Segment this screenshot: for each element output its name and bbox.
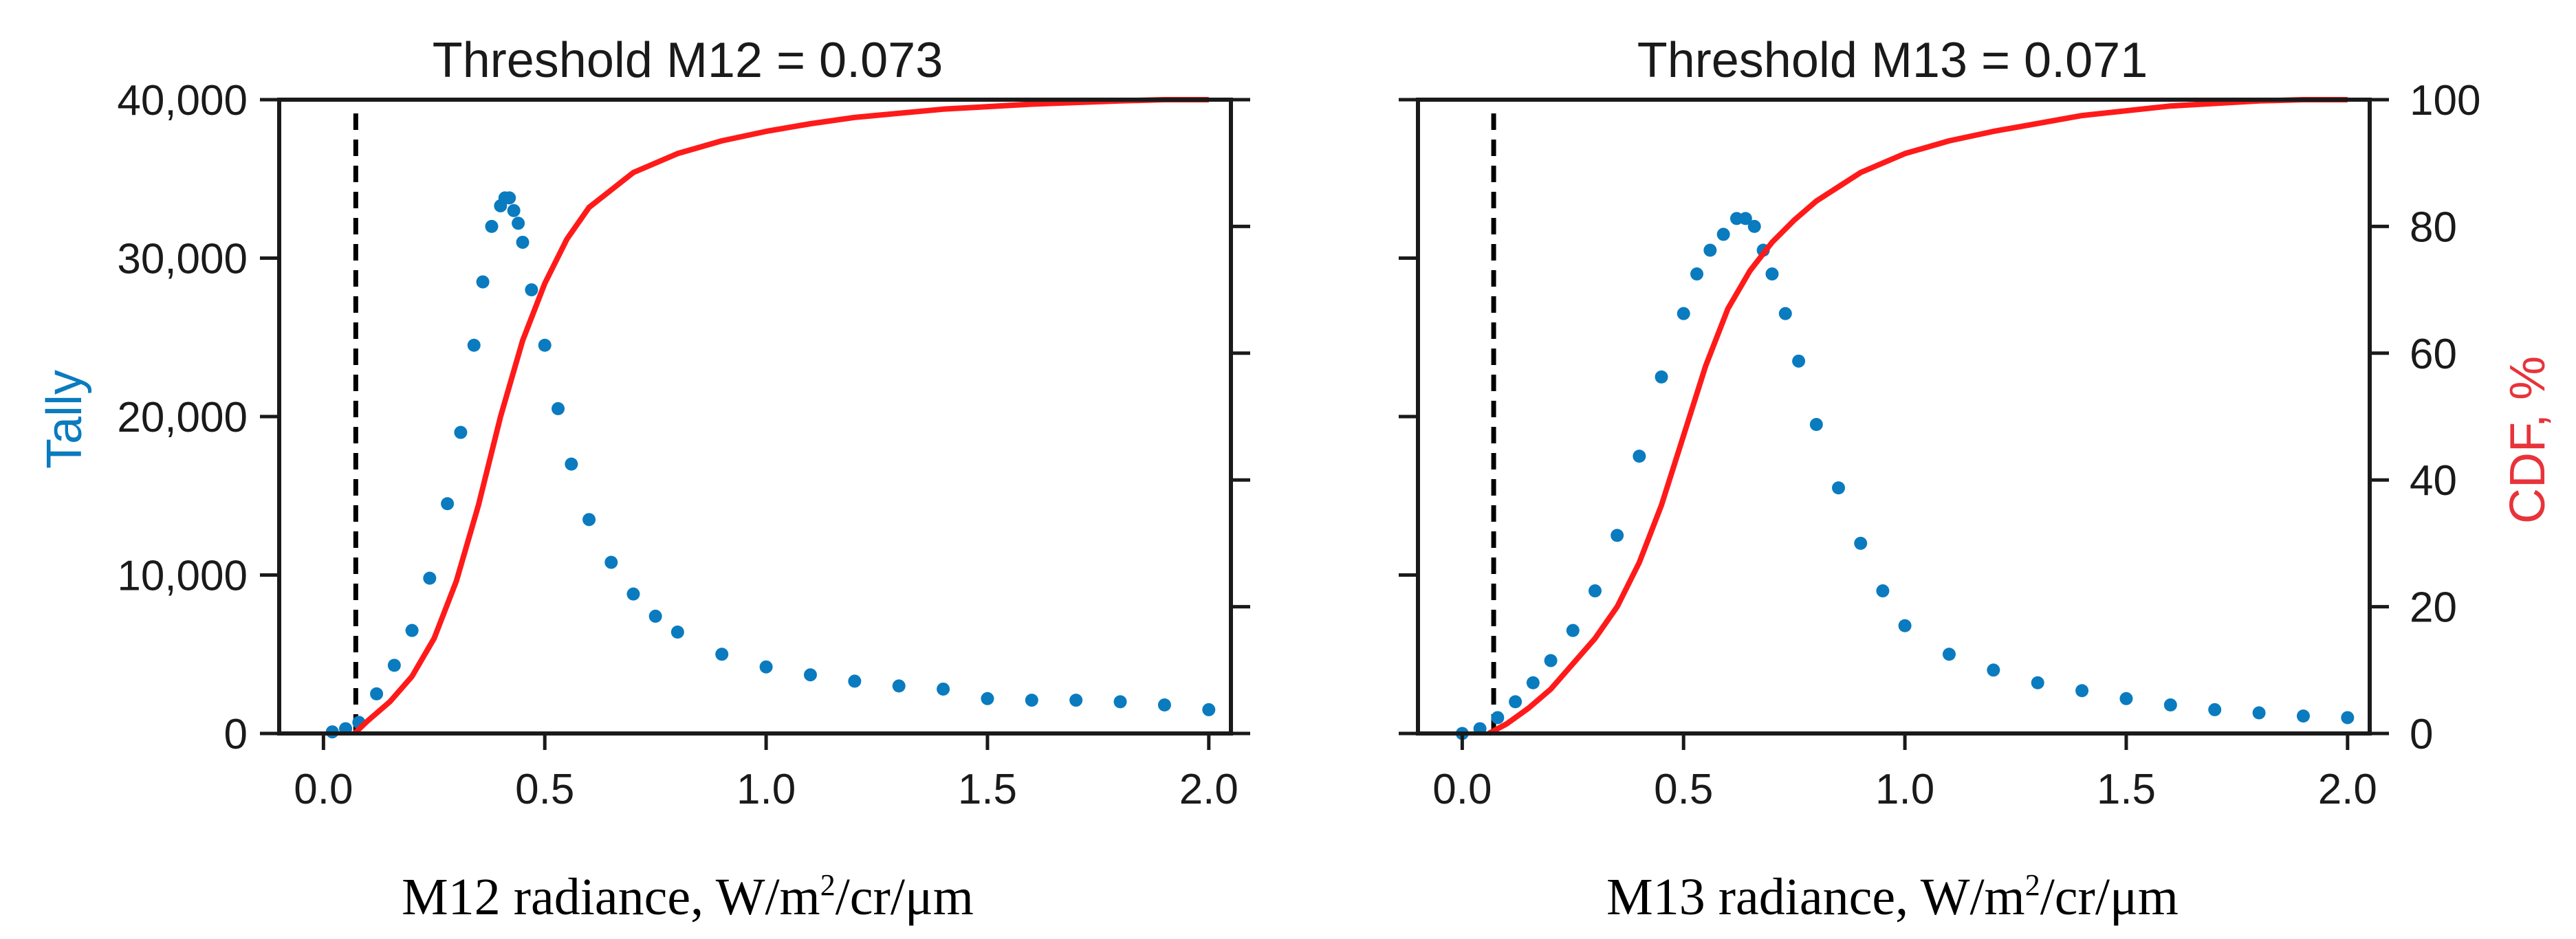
m13-tally-point (1716, 228, 1730, 241)
m12-chart-title: Threshold M12 = 0.073 (433, 33, 943, 88)
m13-tally-point (1747, 219, 1761, 233)
m13-y2-tick-label: 80 (2410, 203, 2457, 251)
m13-x-tick-label: 2.0 (2318, 766, 2377, 813)
m12-tally-point (370, 687, 384, 700)
m12-tally-point (405, 623, 419, 637)
m13-tally-point (1703, 243, 1717, 257)
m12-tally-point (937, 682, 950, 696)
m13-y2-tick-label: 60 (2410, 331, 2457, 378)
m12-tally-point (467, 338, 481, 352)
m13-x-axis-label: M13 radiance, W/m2/cr/μm (1606, 868, 2179, 926)
m12-tally-point (441, 497, 455, 511)
m12-cdf-line (352, 97, 1209, 736)
m13-tally-point (2119, 692, 2133, 705)
m13-tally-point (1690, 267, 1704, 281)
m13-panel: Threshold M13 = 0.071 CDF, % M13 radianc… (1399, 33, 2555, 926)
m12-tally-point (485, 219, 499, 233)
m12-tally-point (565, 457, 578, 471)
m12-tally-point (516, 235, 530, 249)
m12-tally-point (387, 659, 401, 672)
m12-tally-point (582, 513, 596, 527)
m13-tally-point (1898, 619, 1912, 632)
m13-tally-point (1509, 695, 1522, 709)
m13-tally-point (1832, 481, 1846, 495)
m12-y-tick-label: 20,000 (117, 394, 248, 441)
m13-tally-point (1526, 676, 1540, 689)
m13-x-tick-label: 1.5 (2097, 766, 2156, 813)
m12-tally-point (538, 338, 552, 352)
m12-tally-point (626, 587, 640, 601)
m13-tally-point (2075, 684, 2089, 698)
m12-y-tick-label: 40,000 (117, 77, 248, 124)
m12-tally-point (423, 571, 437, 585)
m12-tally-point (803, 668, 817, 682)
m13-tally-point (2341, 711, 2355, 725)
m12-x-tick-label: 0.0 (294, 766, 353, 813)
m13-tally-point (1942, 648, 1956, 661)
m13-x-tick-label: 0.0 (1432, 766, 1492, 813)
m12-tally-point (1202, 703, 1216, 716)
m12-tally-point (454, 426, 468, 439)
m13-tally-point (2163, 698, 2177, 712)
m13-tally-point (1544, 654, 1558, 667)
m12-tally-point (759, 660, 773, 674)
m12-tally-point (507, 203, 521, 217)
m13-tally-point (1876, 584, 1890, 598)
m12-tally-point (1069, 694, 1083, 707)
m12-y-tick-label: 30,000 (117, 236, 248, 283)
m13-tally-point (1765, 267, 1779, 281)
m13-tally-point (1778, 307, 1792, 320)
m12-tally-point (552, 401, 565, 415)
m12-x-tick-label: 2.0 (1179, 766, 1238, 813)
m13-tally-point (1566, 623, 1580, 637)
m12-tally-point (848, 674, 862, 688)
m13-tally-point (1655, 370, 1668, 384)
m13-y2-tick-label: 0 (2410, 711, 2433, 758)
m12-tally-point (503, 191, 516, 205)
m12-tally-point (512, 217, 525, 230)
m12-tally-point (670, 625, 684, 639)
m12-tally-point (981, 692, 994, 705)
m12-x-tick-label: 1.0 (736, 766, 796, 813)
m12-x-axis-label: M12 radiance, W/m2/cr/μm (402, 868, 974, 926)
m13-cdf-line (1487, 97, 2348, 736)
m12-y-tick-label: 0 (224, 711, 248, 758)
m13-tally-point (1738, 212, 1752, 225)
m13-tally-point (2031, 676, 2044, 689)
m13-tally-point (2252, 706, 2266, 720)
m12-tally-point (1157, 698, 1171, 712)
m13-x-tick-label: 0.5 (1654, 766, 1713, 813)
m13-tally-point (2208, 703, 2222, 716)
m13-y2-tick-label: 100 (2410, 77, 2480, 124)
m13-chart-title: Threshold M13 = 0.071 (1637, 33, 2148, 88)
m12-tally-point (476, 275, 490, 289)
m12-tally-point (1113, 695, 1127, 709)
m12-tally-point (1025, 694, 1038, 707)
m13-tally-point (1611, 529, 1624, 542)
cdf-axis-label: CDF, % (2500, 356, 2555, 524)
m13-tally-point (2296, 709, 2310, 723)
m13-tally-point (1677, 307, 1690, 320)
m13-tally-point (1588, 584, 1602, 598)
m12-panel: Threshold M12 = 0.073 Tally M12 radiance… (37, 33, 1250, 926)
m13-y2-tick-label: 20 (2410, 584, 2457, 632)
m12-y-tick-label: 10,000 (117, 553, 248, 600)
m12-tally-point (648, 609, 662, 623)
m12-tally-point (604, 555, 618, 569)
m12-x-tick-label: 1.5 (958, 766, 1017, 813)
m13-tally-point (1809, 418, 1823, 432)
m12-tally-point (715, 648, 729, 661)
m13-tally-point (1491, 711, 1505, 725)
m13-tally-point (1987, 663, 2000, 677)
m13-tally-point (1854, 536, 1868, 550)
m13-y2-tick-label: 40 (2410, 457, 2457, 505)
m12-tally-point (892, 679, 906, 693)
m12-x-tick-label: 0.5 (515, 766, 574, 813)
m12-tally-point (525, 283, 538, 297)
m13-x-tick-label: 1.0 (1875, 766, 1934, 813)
m13-tally-point (1792, 354, 1806, 368)
m13-tally-point (1633, 450, 1646, 463)
tally-axis-label: Tally (37, 370, 92, 469)
